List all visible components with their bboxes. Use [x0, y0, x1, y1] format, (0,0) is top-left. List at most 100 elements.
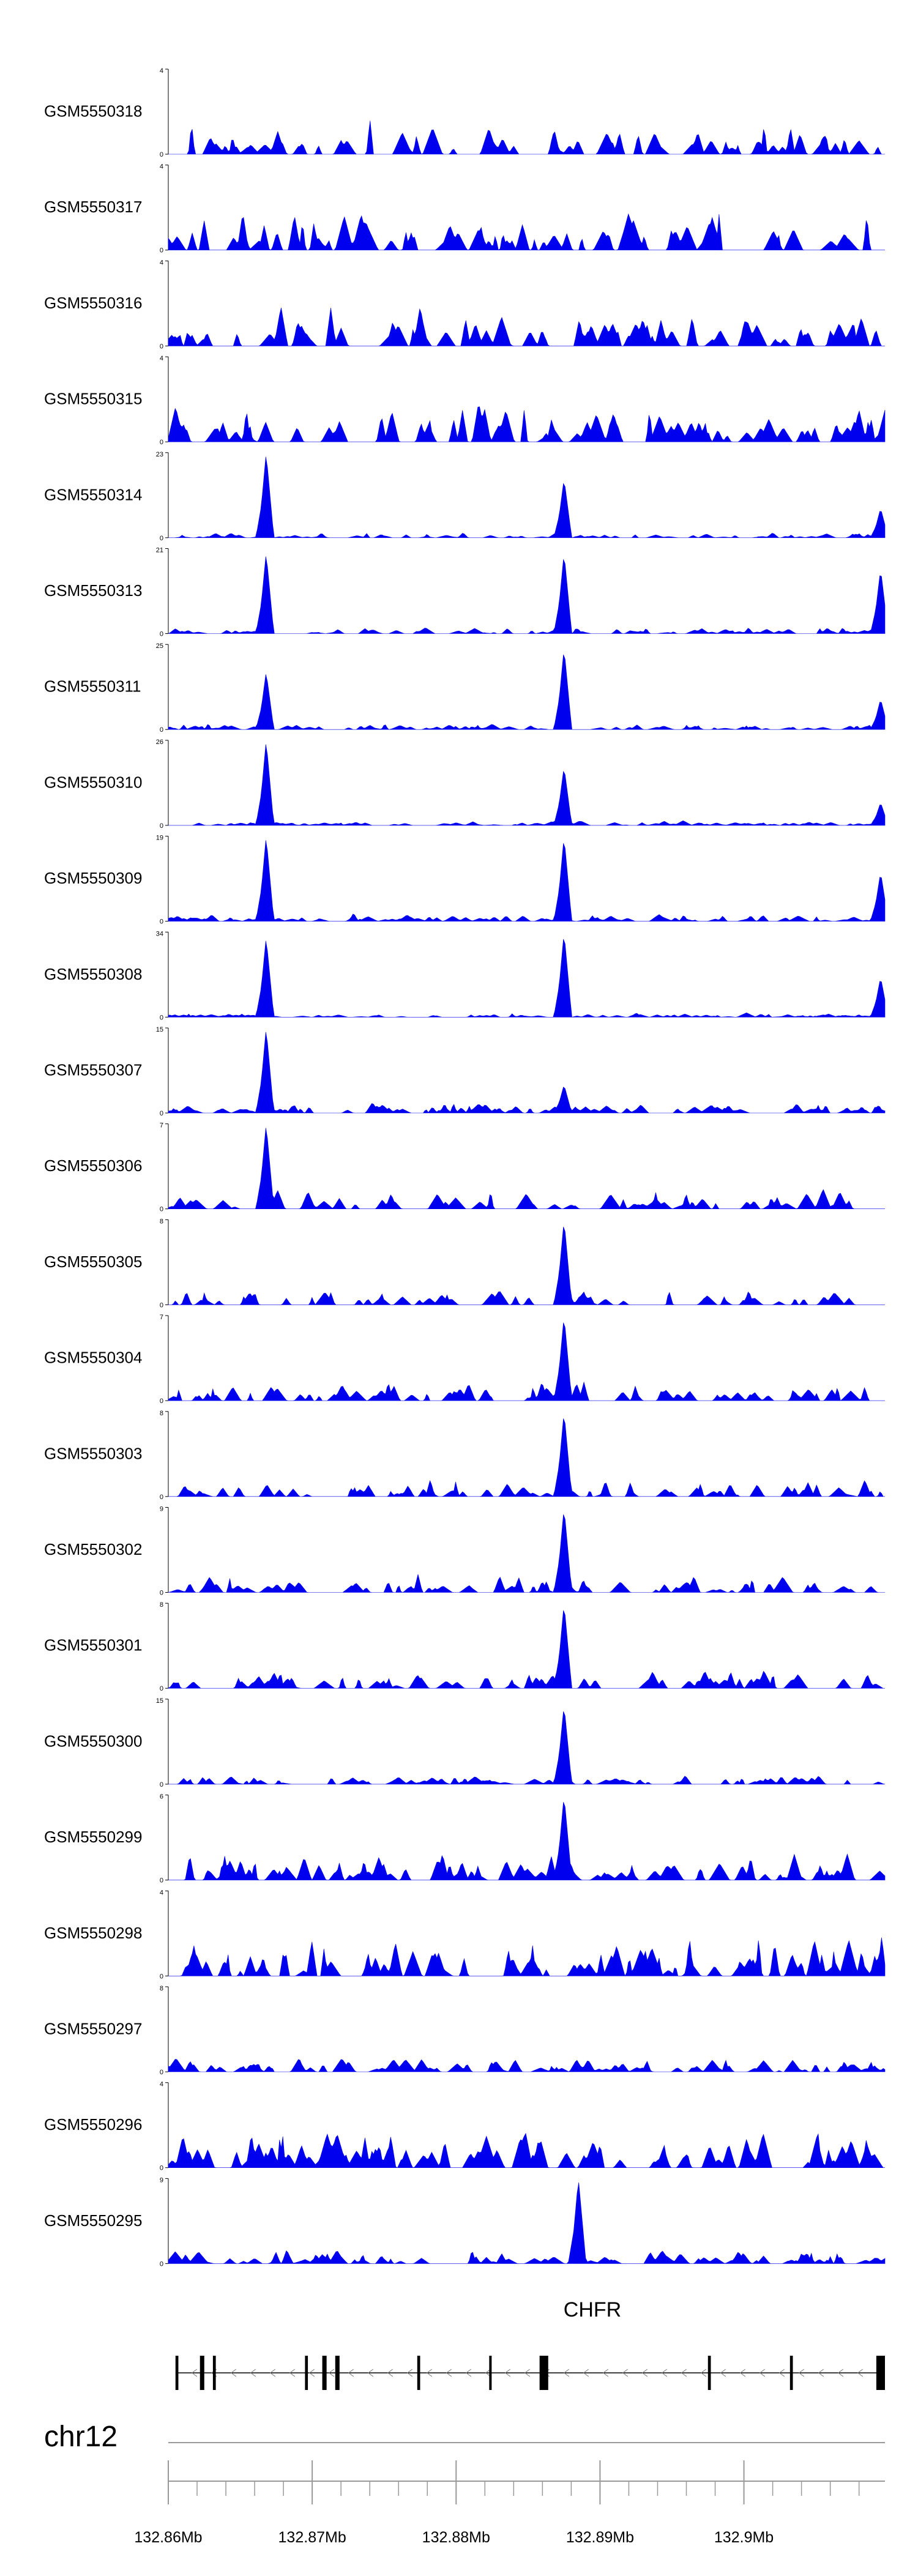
strand-chevron	[602, 2369, 609, 2377]
y-max-label: 8	[160, 1410, 163, 1417]
strand-chevron	[504, 2369, 511, 2377]
track-GSM5550299: GSM5550299 6 0	[44, 1793, 886, 1885]
track-GSM5550296: GSM5550296 4 0	[44, 2081, 885, 2172]
y-min-label: 0	[160, 2069, 163, 2076]
track-label: GSM5550302	[44, 1540, 142, 1558]
y-max-label: 23	[156, 451, 163, 458]
y-max-label: 4	[160, 2081, 163, 2088]
axis-tick-label: 132.9Mb	[714, 2529, 774, 2546]
coverage-area	[168, 456, 886, 538]
track-label: GSM5550314	[44, 485, 142, 504]
exon	[876, 2356, 885, 2390]
axis-tick-label: 132.86Mb	[134, 2529, 202, 2546]
strand-chevron	[778, 2369, 785, 2377]
y-max-label: 25	[156, 642, 163, 650]
chromosome-label: chr12	[44, 2421, 118, 2453]
track-label: GSM5550318	[44, 102, 142, 121]
exon	[789, 2356, 793, 2390]
strand-chevron	[308, 2369, 315, 2377]
track-GSM5550298: GSM5550298 4 0	[44, 1889, 886, 1980]
track-GSM5550308: GSM5550308 34 0	[44, 930, 886, 1021]
strand-chevron	[289, 2369, 296, 2377]
y-min-label: 0	[160, 535, 163, 542]
y-min-label: 0	[160, 1494, 163, 1501]
y-max-label: 4	[160, 259, 163, 266]
axis-tick-label: 132.89Mb	[566, 2529, 634, 2546]
y-max-label: 6	[160, 1793, 163, 1801]
strand-chevron	[681, 2369, 687, 2377]
strand-chevron	[563, 2369, 570, 2377]
exon	[417, 2356, 420, 2390]
exon	[322, 2356, 327, 2390]
strand-chevron	[446, 2369, 452, 2377]
track-GSM5550311: GSM5550311 25 0	[44, 642, 886, 734]
coverage-area	[168, 121, 885, 155]
y-max-label: 7	[160, 1122, 163, 1130]
exon	[175, 2356, 179, 2390]
track-label: GSM5550317	[44, 198, 142, 216]
y-min-label: 0	[160, 918, 163, 926]
strand-chevron	[250, 2369, 256, 2377]
coverage-area	[168, 406, 886, 442]
strand-chevron	[700, 2369, 707, 2377]
track-GSM5550295: GSM5550295 9 0	[44, 2176, 886, 2268]
gene-label: CHFR	[564, 2298, 621, 2321]
y-min-label: 0	[160, 1973, 163, 1980]
coverage-area	[168, 1032, 886, 1114]
track-GSM5550318: GSM5550318 4 0	[44, 67, 885, 158]
y-min-label: 0	[160, 343, 163, 350]
strand-chevron	[387, 2369, 394, 2377]
axis-tick-label: 132.88Mb	[422, 2529, 490, 2546]
y-min-label: 0	[160, 1685, 163, 1692]
y-min-label: 0	[160, 1398, 163, 1405]
track-GSM5550309: GSM5550309 19 0	[44, 835, 886, 926]
y-min-label: 0	[160, 1014, 163, 1021]
strand-chevron	[759, 2369, 766, 2377]
y-min-label: 0	[160, 1877, 163, 1885]
y-max-label: 4	[160, 163, 163, 171]
y-min-label: 0	[160, 2260, 163, 2268]
strand-chevron	[230, 2369, 237, 2377]
track-label: GSM5550307	[44, 1061, 142, 1079]
exon	[200, 2356, 204, 2390]
strand-chevron	[837, 2369, 844, 2377]
strand-chevron	[348, 2369, 354, 2377]
exon	[212, 2356, 216, 2390]
track-label: GSM5550308	[44, 965, 142, 983]
coverage-area	[168, 1711, 886, 1785]
track-label: GSM5550304	[44, 1349, 142, 1367]
y-min-label: 0	[160, 1590, 163, 1597]
exon	[335, 2356, 340, 2390]
track-GSM5550303: GSM5550303 8 0	[44, 1410, 885, 1501]
coverage-area	[168, 556, 886, 634]
track-label: GSM5550306	[44, 1156, 142, 1175]
y-min-label: 0	[160, 1781, 163, 1789]
track-label: GSM5550313	[44, 581, 142, 600]
y-min-label: 0	[160, 631, 163, 638]
y-min-label: 0	[160, 1110, 163, 1117]
track-label: GSM5550303	[44, 1444, 142, 1462]
track-GSM5550300: GSM5550300 15 0	[44, 1697, 886, 1789]
y-max-label: 15	[156, 1026, 163, 1033]
track-label: GSM5550310	[44, 773, 142, 791]
track-GSM5550302: GSM5550302 9 0	[44, 1506, 885, 1597]
track-GSM5550317: GSM5550317 4 0	[44, 163, 885, 255]
track-label: GSM5550305	[44, 1253, 142, 1271]
y-min-label: 0	[160, 247, 163, 255]
track-GSM5550305: GSM5550305 8 0	[44, 1218, 885, 1309]
strand-chevron	[641, 2369, 648, 2377]
exon	[539, 2356, 548, 2390]
exon	[305, 2356, 308, 2390]
y-min-label: 0	[160, 726, 163, 734]
track-label: GSM5550298	[44, 1924, 142, 1942]
y-max-label: 8	[160, 1218, 163, 1225]
strand-chevron	[583, 2369, 589, 2377]
track-GSM5550314: GSM5550314 23 0	[44, 451, 886, 542]
coverage-area	[168, 2059, 886, 2072]
y-max-label: 15	[156, 1697, 163, 1705]
coverage-area	[168, 939, 886, 1018]
strand-chevron	[269, 2369, 276, 2377]
track-GSM5550316: GSM5550316 4 0	[44, 259, 885, 350]
y-min-label: 0	[160, 1206, 163, 1213]
